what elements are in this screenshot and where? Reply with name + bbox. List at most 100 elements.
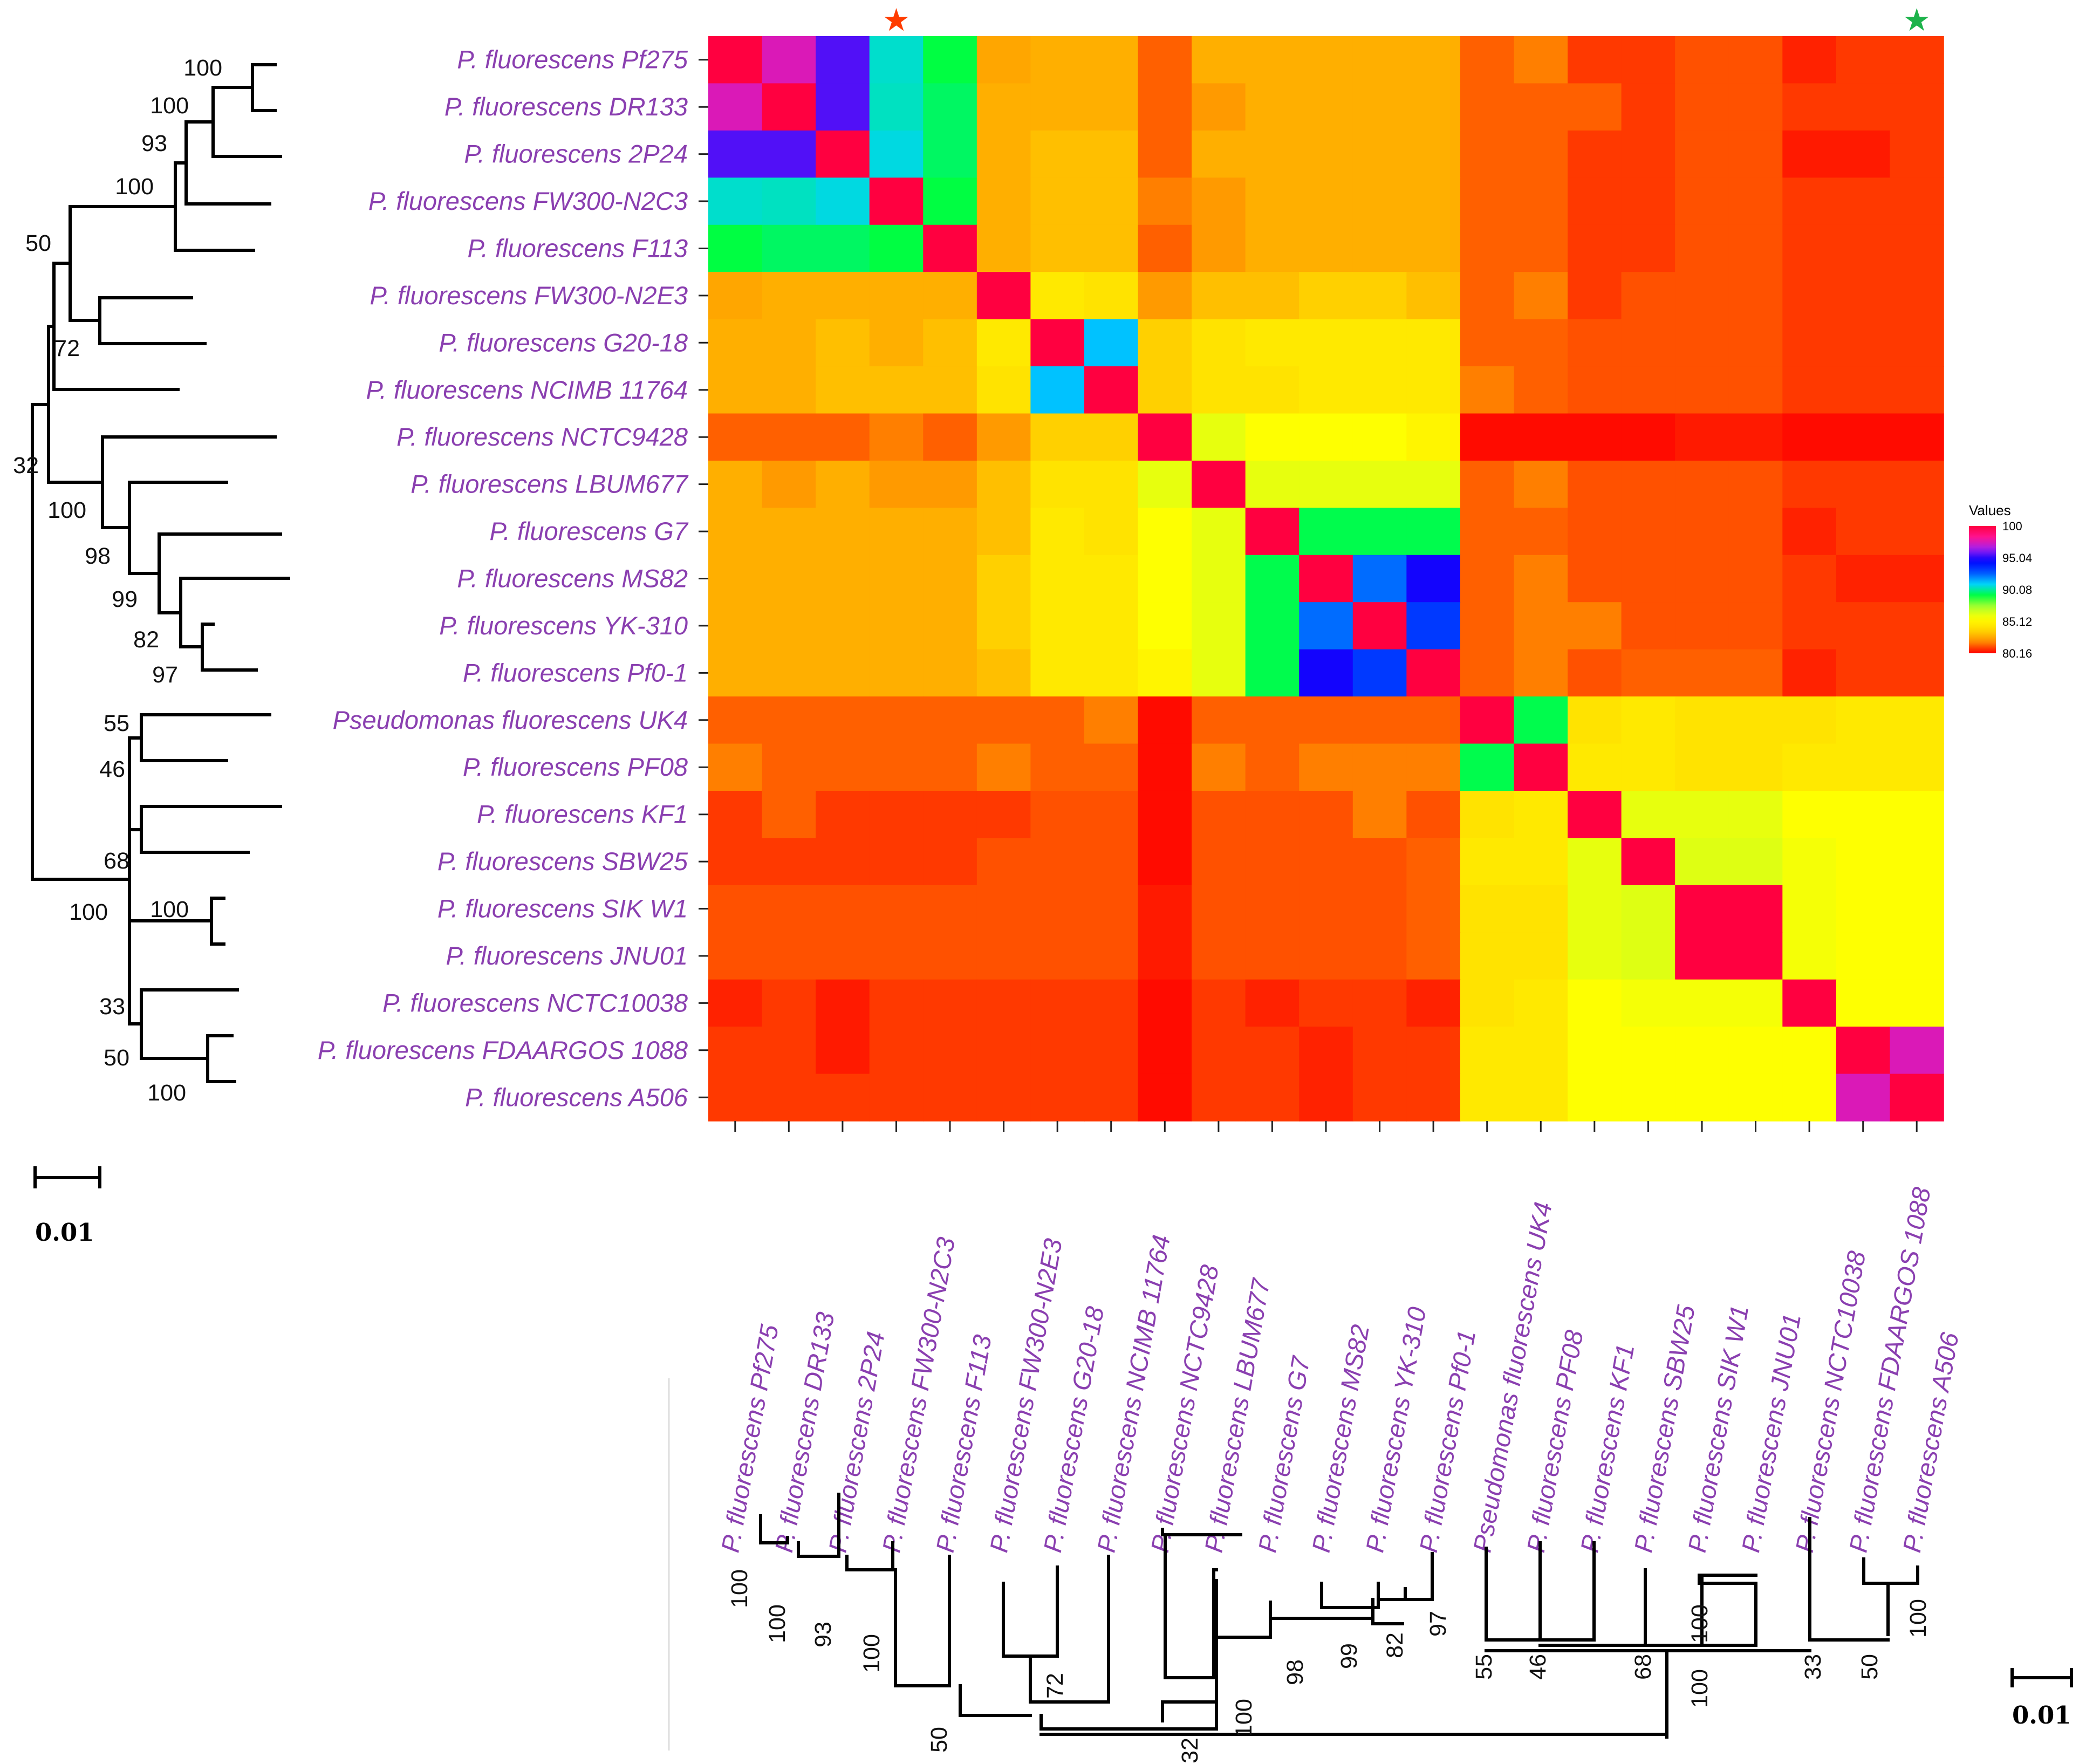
row-label: P. fluorescens A506 (465, 1083, 688, 1111)
legend-tick-label: 100 (2002, 519, 2022, 533)
heatmap-cell (1030, 36, 1085, 84)
heatmap-cell (1460, 1074, 1515, 1122)
row-label: P. fluorescens KF1 (477, 800, 688, 829)
heatmap-cell (869, 319, 924, 367)
heatmap-cell (1621, 272, 1675, 320)
heatmap-cell (1352, 885, 1407, 933)
left-scale-label: 0.01 (35, 1218, 94, 1247)
heatmap-cell (1568, 460, 1622, 509)
heatmap-cell (1514, 319, 1568, 367)
heatmap-cell (1138, 224, 1192, 272)
bootstrap-label: 100 (47, 497, 86, 523)
heatmap-cell (1406, 932, 1461, 980)
heatmap-cell (1728, 413, 1783, 461)
legend-tick-label: 90.08 (2002, 583, 2032, 597)
heatmap-cell (1728, 177, 1783, 225)
heatmap-cell (1138, 1027, 1192, 1075)
bootstrap-label: 100 (764, 1604, 790, 1643)
bootstrap-label: 82 (1382, 1632, 1408, 1658)
heatmap-cell (1836, 696, 1891, 744)
heatmap-cell (869, 1027, 924, 1075)
heatmap-cell (1514, 838, 1568, 886)
heatmap-cell (1299, 413, 1353, 461)
heatmap-cell (1890, 508, 1944, 556)
heatmap-cell (869, 1074, 924, 1122)
bootstrap-label: 100 (115, 174, 154, 200)
heatmap-cell (762, 272, 816, 320)
heatmap-cell (1514, 508, 1568, 556)
heatmap-cell (1299, 1074, 1353, 1122)
heatmap-cell (869, 555, 924, 603)
heatmap-cell (1084, 319, 1139, 367)
heatmap-cell (762, 177, 816, 225)
bootstrap-label: 93 (810, 1622, 836, 1647)
heatmap-cell (1514, 130, 1568, 179)
row-label: P. fluorescens NCTC10038 (382, 988, 688, 1017)
heatmap-cell (869, 885, 924, 933)
heatmap-cell (869, 460, 924, 509)
heatmap-cell (1192, 177, 1246, 225)
heatmap-cell (1728, 838, 1783, 886)
heatmap-cell (976, 177, 1031, 225)
heatmap-cell (1514, 696, 1568, 744)
heatmap-cell (708, 790, 763, 839)
heatmap-cell (1890, 885, 1944, 933)
heatmap-cell (816, 413, 870, 461)
heatmap-cell (1621, 885, 1675, 933)
heatmap-cell (1621, 790, 1675, 839)
heatmap-cell (1030, 319, 1085, 367)
heatmap-cell (1460, 460, 1515, 509)
heatmap-cell (1890, 838, 1944, 886)
heatmap-cell (923, 602, 977, 650)
heatmap-cell (1782, 83, 1837, 131)
row-label: P. fluorescens Pf0-1 (463, 658, 688, 687)
heatmap-cell (1192, 413, 1246, 461)
heatmap-cell (762, 130, 816, 179)
heatmap-cell (976, 508, 1031, 556)
heatmap-cell (1728, 83, 1783, 131)
row-label: P. fluorescens FW300-N2C3 (368, 187, 688, 215)
heatmap-cell (923, 1027, 977, 1075)
heatmap-cell (1299, 838, 1353, 886)
row-label: P. fluorescens FDAARGOS 1088 (318, 1036, 688, 1064)
heatmap-cell (976, 366, 1031, 414)
heatmap-cell (1890, 555, 1944, 603)
heatmap-cell (1352, 649, 1407, 697)
heatmap-cell (1245, 1074, 1300, 1122)
heatmap-cell (1352, 177, 1407, 225)
heatmap-cell (1836, 1027, 1891, 1075)
heatmap-cell (1514, 366, 1568, 414)
heatmap-cell (1728, 979, 1783, 1027)
heatmap-cell (1406, 979, 1461, 1027)
bootstrap-label: 100 (1687, 1604, 1713, 1643)
bootstrap-label: 97 (152, 662, 178, 688)
star-marker-icon: ★ (1903, 2, 1931, 38)
heatmap-cell (708, 1027, 763, 1075)
heatmap-cell (1030, 932, 1085, 980)
heatmap-cell (1836, 413, 1891, 461)
heatmap-cell (1406, 36, 1461, 84)
row-label: P. fluorescens Pf275 (457, 45, 688, 74)
heatmap-cell (923, 885, 977, 933)
bootstrap-label: 100 (1905, 1599, 1931, 1638)
heatmap-cell (1460, 790, 1515, 839)
column-label: P. fluorescens MS82 (1307, 1322, 1374, 1554)
heatmap-cell (1138, 885, 1192, 933)
heatmap-cell (708, 508, 763, 556)
heatmap-cell (1352, 319, 1407, 367)
heatmap-cell (1621, 743, 1675, 791)
heatmap-cell (1890, 790, 1944, 839)
heatmap-cell (1030, 790, 1085, 839)
heatmap-cell (1192, 272, 1246, 320)
heatmap-cell (1084, 366, 1139, 414)
heatmap-cell (1675, 696, 1729, 744)
heatmap-cell (1621, 177, 1675, 225)
heatmap-cell (1621, 83, 1675, 131)
bootstrap-label: 97 (1425, 1611, 1451, 1637)
heatmap-cell (1084, 932, 1139, 980)
heatmap-cell (1245, 272, 1300, 320)
heatmap-cell (1299, 36, 1353, 84)
heatmap-cell (1890, 366, 1944, 414)
heatmap-cell (1782, 932, 1837, 980)
